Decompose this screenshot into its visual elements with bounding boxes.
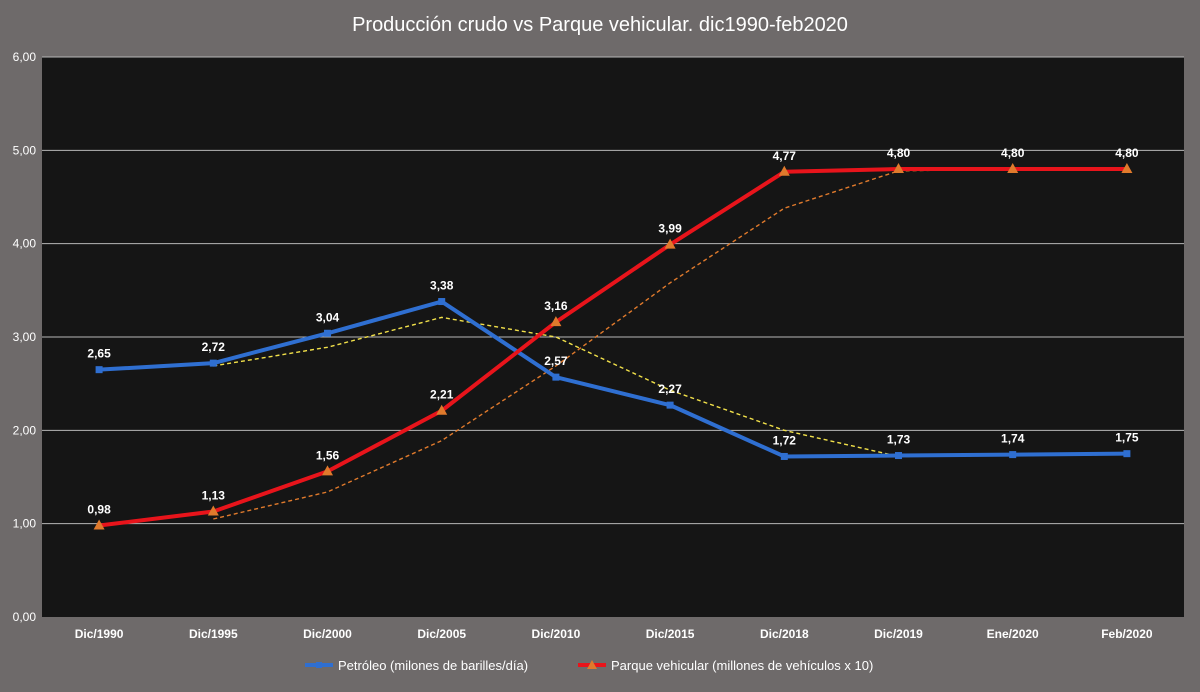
x-tick-label: Dic/1990 xyxy=(75,627,124,641)
petroleo-data-label: 3,04 xyxy=(316,310,340,324)
series-lines xyxy=(93,163,1133,530)
petroleo-point xyxy=(209,359,217,367)
parque-data-label: 0,98 xyxy=(87,503,111,517)
parque-point xyxy=(778,165,790,176)
x-tick-label: Dic/1995 xyxy=(189,627,238,641)
x-tick-label: Ene/2020 xyxy=(987,627,1039,641)
y-tick-label: 2,00 xyxy=(13,423,37,437)
parque-point xyxy=(322,465,333,476)
trend-lines xyxy=(213,168,1127,520)
petroleo-data-label: 2,27 xyxy=(658,382,682,396)
petroleo-data-label: 2,72 xyxy=(202,340,226,354)
petroleo-point xyxy=(780,452,788,460)
petroleo-data-label: 1,72 xyxy=(773,433,797,447)
petroleo-point xyxy=(1009,451,1017,459)
parque-data-label: 1,13 xyxy=(202,489,226,503)
parque-point xyxy=(436,404,448,415)
petroleo-data-label: 2,65 xyxy=(87,347,111,361)
legend-parque-label: Parque vehicular (millones de vehículos … xyxy=(611,658,873,673)
x-tick-label: Dic/2018 xyxy=(760,627,809,641)
legend-parque-marker xyxy=(587,660,597,669)
petroleo-point xyxy=(438,298,446,306)
x-axis: Dic/1990 Dic/1995 Dic/2000 Dic/2005 Dic/2010… xyxy=(75,627,1153,641)
petroleo-point xyxy=(666,401,674,409)
y-tick-label: 5,00 xyxy=(13,143,37,157)
parque-series-line xyxy=(98,167,1127,528)
x-tick-label: Dic/2015 xyxy=(646,627,695,641)
x-tick-label: Dic/2010 xyxy=(532,627,581,641)
y-axis: 0,00 1,00 2,00 3,00 4,00 5,00 6,00 xyxy=(13,50,37,624)
petroleo-trend-line xyxy=(213,316,1127,458)
y-tick-label: 6,00 xyxy=(13,50,37,64)
parque-data-label: 1,56 xyxy=(316,448,340,462)
petroleo-data-label: 1,74 xyxy=(1001,432,1025,446)
petroleo-point xyxy=(95,366,103,374)
petroleo-data-label: 2,57 xyxy=(544,354,568,368)
petroleo-series-line xyxy=(98,299,1127,459)
gridlines xyxy=(42,56,1184,525)
parque-data-label: 3,99 xyxy=(658,222,682,236)
x-tick-label: Dic/2005 xyxy=(417,627,466,641)
petroleo-point xyxy=(324,329,331,337)
parque-data-label: 4,80 xyxy=(887,146,911,160)
legend: Petróleo (milones de barilles/día) Parqu… xyxy=(305,658,873,673)
y-tick-label: 1,00 xyxy=(13,517,37,531)
x-tick-label: Feb/2020 xyxy=(1101,627,1153,641)
parque-data-label: 2,21 xyxy=(430,388,454,402)
parque-point xyxy=(550,316,562,327)
legend-petroleo-marker xyxy=(316,662,322,668)
parque-point xyxy=(1121,163,1133,173)
data-labels: 2,65 2,72 3,04 3,38 2,57 2,27 1,72 1,73 1,74 1,75… xyxy=(87,146,1138,517)
x-tick-label: Dic/2000 xyxy=(303,627,352,641)
parque-data-label: 4,80 xyxy=(1115,146,1139,160)
petroleo-data-label: 1,73 xyxy=(887,433,911,447)
y-tick-label: 3,00 xyxy=(13,330,37,344)
y-tick-label: 0,00 xyxy=(13,610,37,624)
parque-point xyxy=(93,519,105,530)
parque-data-label: 3,16 xyxy=(544,299,568,313)
petroleo-point xyxy=(1123,450,1131,458)
petroleo-data-label: 1,75 xyxy=(1115,431,1139,445)
parque-trend-line xyxy=(213,168,1127,520)
y-tick-label: 4,00 xyxy=(13,237,37,251)
parque-point xyxy=(207,505,219,516)
petroleo-point xyxy=(895,452,902,460)
parque-data-label: 4,80 xyxy=(1001,146,1025,160)
parque-data-label: 4,77 xyxy=(773,149,797,163)
legend-petroleo-label: Petróleo (milones de barilles/día) xyxy=(338,658,528,673)
parque-point xyxy=(1007,163,1019,173)
petroleo-point xyxy=(552,373,560,381)
parque-point xyxy=(664,238,676,249)
chart-title: Producción crudo vs Parque vehicular. di… xyxy=(352,14,848,36)
x-tick-label: Dic/2019 xyxy=(874,627,923,641)
parque-point xyxy=(893,163,904,173)
petroleo-data-label: 3,38 xyxy=(430,279,454,293)
